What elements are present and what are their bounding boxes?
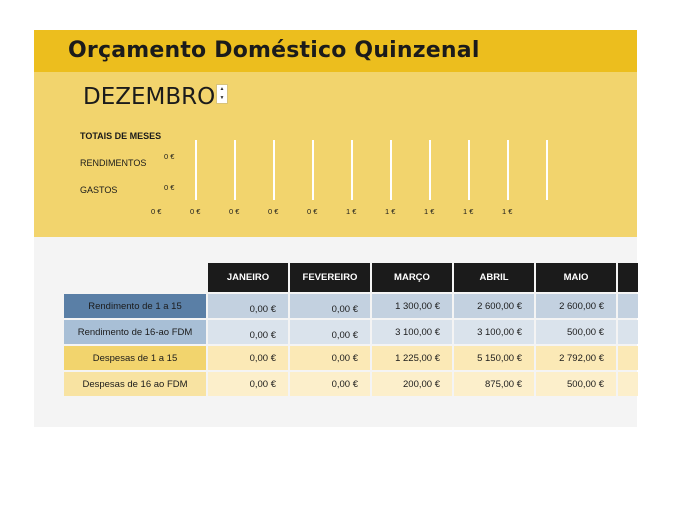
table-cell[interactable]: 2 600,00 € [454,294,534,318]
table-cell[interactable]: 0,00 € [290,294,370,318]
page-title: Orçamento Doméstico Quinzenal [68,38,480,63]
table-row: Rendimento de 16-ao FDM 0,00 € 0,00 € 3 … [64,320,638,344]
table-cell[interactable]: 0,00 € [208,294,288,318]
axis-tick-label: 1 € [385,207,396,216]
chart-gridline [273,140,275,200]
header-abril[interactable]: ABRIL [454,263,534,292]
spinner-up-icon[interactable]: ▲ [219,86,225,92]
chart-gridline [429,140,431,200]
axis-tick-label: 0 € [307,207,318,216]
table-row: Despesas de 1 a 15 0,00 € 0,00 € 1 225,0… [64,346,638,370]
chart-gridline [507,140,509,200]
chart-gridline [390,140,392,200]
summary-label-gastos: GASTOS [80,185,118,195]
axis-tick-label: 0 € [229,207,240,216]
table-cell[interactable]: 3 100,00 € [454,320,534,344]
header-maio[interactable]: MAIO [536,263,616,292]
table-cell-cut [618,294,638,318]
row-label-rendimento-16-fdm[interactable]: Rendimento de 16-ao FDM [64,320,206,344]
summary-value-rendimentos: 0 € [164,152,175,161]
spinner-down-icon[interactable]: ▼ [219,95,225,101]
axis-tick-label: 0 € [151,207,162,216]
axis-tick-label: 1 € [346,207,357,216]
summary-heading: TOTAIS DE MESES [80,131,162,141]
table-cell[interactable]: 5 150,00 € [454,346,534,370]
axis-tick-label: 1 € [502,207,513,216]
axis-tick-label: 0 € [190,207,201,216]
axis-tick-label: 1 € [424,207,435,216]
chart-gridline [468,140,470,200]
month-spinner[interactable]: ▲ ▼ [216,84,228,104]
chart-gridline [312,140,314,200]
header-janeiro[interactable]: JANEIRO [208,263,288,292]
table-cell[interactable]: 200,00 € [372,372,452,396]
row-label-rendimento-1-15[interactable]: Rendimento de 1 a 15 [64,294,206,318]
table-row: Despesas de 16 ao FDM 0,00 € 0,00 € 200,… [64,372,638,396]
table-cell[interactable]: 0,00 € [290,372,370,396]
header-fevereiro[interactable]: FEVEREIRO [290,263,370,292]
axis-tick-label: 1 € [463,207,474,216]
table-header-row: JANEIRO FEVEREIRO MARÇO ABRIL MAIO [64,263,638,292]
chart-gridline [195,140,197,200]
table-cell[interactable]: 2 792,00 € [536,346,616,370]
row-label-despesas-1-15[interactable]: Despesas de 1 a 15 [64,346,206,370]
table-cell[interactable]: 500,00 € [536,372,616,396]
table-cell[interactable]: 875,00 € [454,372,534,396]
table-cell[interactable]: 0,00 € [290,346,370,370]
summary-label-rendimentos: RENDIMENTOS [80,158,147,168]
table-cell[interactable]: 1 300,00 € [372,294,452,318]
summary-value-gastos: 0 € [164,183,175,192]
table-cell-cut [618,346,638,370]
table-row: Rendimento de 1 a 15 0,00 € 0,00 € 1 300… [64,294,638,318]
table-cell[interactable]: 0,00 € [290,320,370,344]
chart-gridline [351,140,353,200]
budget-table: JANEIRO FEVEREIRO MARÇO ABRIL MAIO Rendi… [62,261,640,398]
table-cell[interactable]: 0,00 € [208,372,288,396]
header-next-cut [618,263,638,292]
row-label-despesas-16-fdm[interactable]: Despesas de 16 ao FDM [64,372,206,396]
table-cell[interactable]: 500,00 € [536,320,616,344]
axis-tick-label: 0 € [268,207,279,216]
table-cell[interactable]: 2 600,00 € [536,294,616,318]
chart-gridline [234,140,236,200]
summary-panel [34,72,637,237]
table-cell[interactable]: 0,00 € [208,320,288,344]
month-select-value[interactable]: DEZEMBRO [83,84,216,110]
header-marco[interactable]: MARÇO [372,263,452,292]
table-cell-cut [618,372,638,396]
table-cell-cut [618,320,638,344]
chart-gridline [546,140,548,200]
header-corner [64,263,206,292]
table-cell[interactable]: 0,00 € [208,346,288,370]
table-cell[interactable]: 1 225,00 € [372,346,452,370]
table-cell[interactable]: 3 100,00 € [372,320,452,344]
title-bar [34,30,637,72]
